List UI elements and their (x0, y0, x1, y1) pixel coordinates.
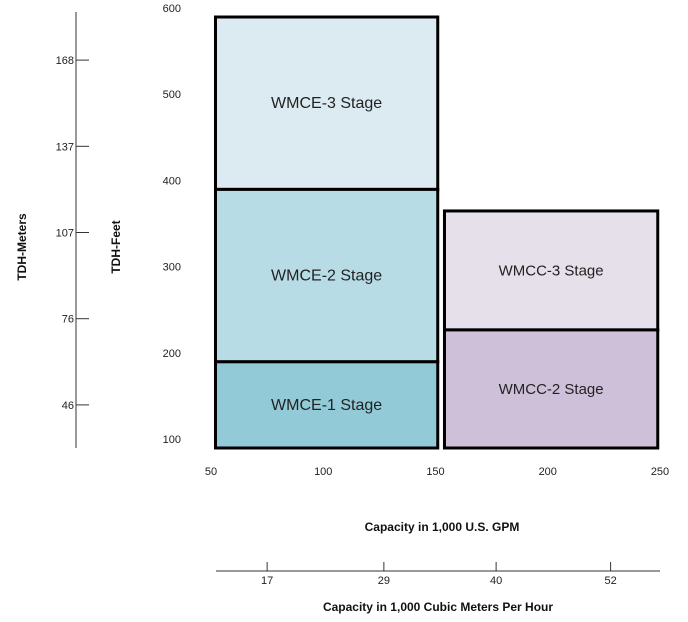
region-wmce-2-stage (213, 187, 440, 364)
y-axis-ticks: 100 200 300 400 500 600 (163, 3, 181, 446)
x2-tick-label-17: 17 (261, 575, 273, 587)
x-axis-ticks: 50 100 150 200 250 (205, 466, 669, 478)
y-tick-label-400: 400 (163, 175, 181, 187)
y2-tick-label-46: 46 (62, 400, 74, 412)
y-tick-label-300: 300 (163, 262, 181, 274)
x-tick-label-200: 200 (539, 466, 557, 478)
region-label-wmce-2-stage: WMCE-2 Stage (271, 268, 382, 285)
region-wmcc-2-stage (442, 328, 660, 450)
y-primary-axis-title: TDH-Feet (109, 220, 123, 273)
y-tick-label-600: 600 (163, 3, 181, 15)
y2-tick-label-137: 137 (56, 141, 74, 153)
y-tick-label-200: 200 (163, 348, 181, 360)
region-label-wmce-3-stage: WMCE-3 Stage (271, 95, 382, 112)
y-secondary-axis-title: TDH-Meters (15, 213, 29, 281)
x2-tick-label-52: 52 (604, 575, 616, 587)
region-label-wmcc-2-stage: WMCC-2 Stage (499, 381, 604, 398)
x2-tick-label-40: 40 (490, 575, 502, 587)
region-wmce-1-stage (213, 360, 440, 450)
y2-tick-label-76: 76 (62, 314, 74, 326)
x-secondary-axis-title: Capacity in 1,000 Cubic Meters Per Hour (323, 600, 553, 614)
x-tick-label-250: 250 (651, 466, 669, 478)
y-tick-label-100: 100 (163, 434, 181, 446)
region-wmcc-3-stage (442, 209, 660, 332)
secondary-y-axis: 46 76 107 137 168 (56, 12, 89, 448)
regions-layer: WMCE-3 Stage WMCE-2 Stage WMCE-1 Stage WMCC… (213, 15, 660, 450)
x-tick-label-100: 100 (314, 466, 332, 478)
secondary-x-axis: 17 29 40 52 (216, 562, 660, 587)
y2-tick-label-168: 168 (56, 55, 74, 67)
x-tick-label-150: 150 (426, 466, 444, 478)
x-tick-label-50: 50 (205, 466, 217, 478)
region-label-wmcc-3-stage: WMCC-3 Stage (499, 262, 604, 279)
x2-tick-label-29: 29 (378, 575, 390, 587)
y-tick-label-500: 500 (163, 89, 181, 101)
x-primary-axis-title: Capacity in 1,000 U.S. GPM (365, 520, 520, 534)
region-label-wmce-1-stage: WMCE-1 Stage (271, 397, 382, 414)
y2-tick-label-107: 107 (56, 228, 74, 240)
